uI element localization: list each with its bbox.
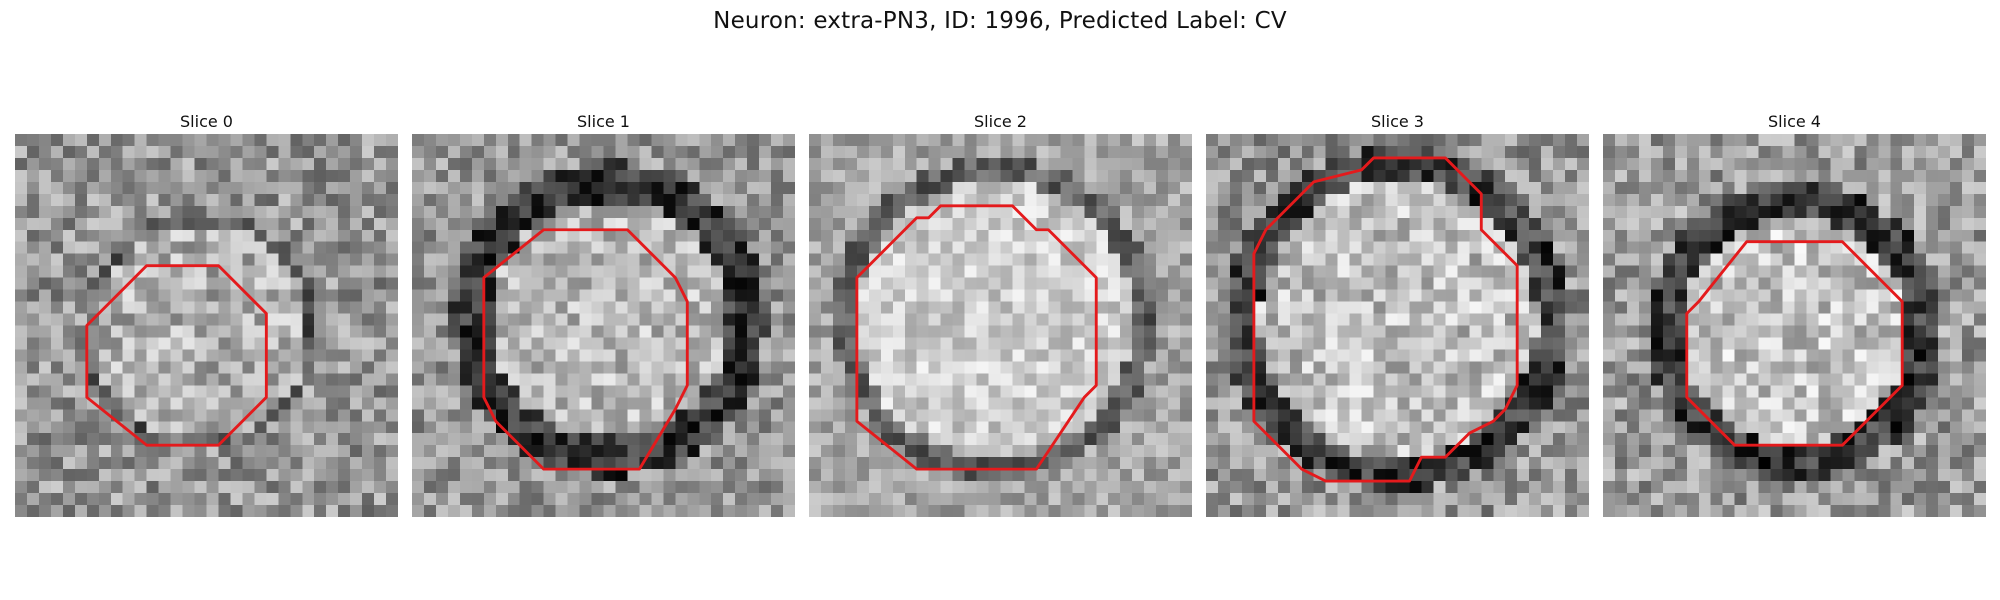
slice-panel-1: Slice 1 <box>412 110 795 517</box>
slice-panel-2: Slice 2 <box>809 110 1192 517</box>
slice-title-0: Slice 0 <box>180 112 233 131</box>
slice-image-4 <box>1603 134 1986 517</box>
pixel-grid <box>15 134 398 517</box>
segmentation-contour <box>1252 156 1519 483</box>
slice-panel-4: Slice 4 <box>1603 110 1986 517</box>
slice-image-3 <box>1206 134 1589 517</box>
slice-image-0 <box>15 134 398 517</box>
segmentation-contour <box>1685 240 1904 447</box>
segmentation-contour <box>855 204 1098 471</box>
figure-title: Neuron: extra-PN3, ID: 1996, Predicted L… <box>713 8 1287 34</box>
slice-panel-3: Slice 3 <box>1206 110 1589 517</box>
segmentation-contour <box>482 228 689 471</box>
slice-image-2 <box>809 134 1192 517</box>
segmentation-contour <box>85 264 268 447</box>
slice-title-2: Slice 2 <box>974 112 1027 131</box>
slice-title-1: Slice 1 <box>577 112 630 131</box>
slice-image-1 <box>412 134 795 517</box>
pixel-grid <box>412 134 795 517</box>
slice-title-3: Slice 3 <box>1371 112 1424 131</box>
pixel-grid <box>1206 134 1589 517</box>
slice-title-4: Slice 4 <box>1768 112 1821 131</box>
pixel-grid <box>1603 134 1986 517</box>
pixel-grid <box>809 134 1192 517</box>
slice-panel-0: Slice 0 <box>15 110 398 517</box>
